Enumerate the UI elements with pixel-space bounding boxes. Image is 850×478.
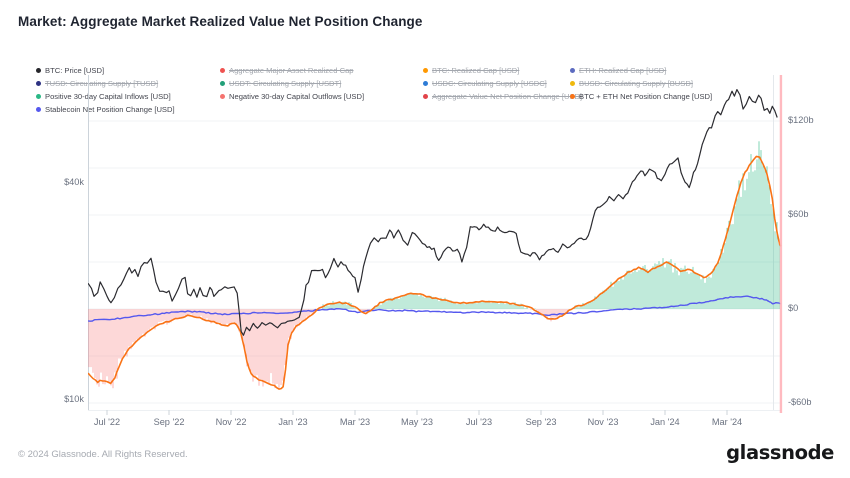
capital-flow-bars [88, 141, 780, 389]
x-tick-label: Jul '23 [465, 417, 493, 427]
copyright-text: © 2024 Glassnode. All Rights Reserved. [18, 449, 188, 460]
x-tick-label: Sep '23 [525, 417, 557, 427]
legend-item-label: Negative 30-day Capital Outflows [USD] [229, 92, 364, 101]
glassnode-logo: glassnode [726, 441, 834, 464]
legend-item-btc-price[interactable]: BTC: Price [USD] [36, 64, 175, 77]
legend-item-label: Aggregate Value Net Position Change [USD… [432, 92, 582, 101]
y-right-tick-label: $120b [788, 115, 814, 125]
x-tick-label: Jul '22 [93, 417, 121, 427]
legend-dot-icon [220, 81, 225, 86]
stablecoin-net-position-line [88, 295, 782, 322]
legend-dot-icon [570, 68, 575, 73]
legend-item-label: ETH: Realized Cap [USD] [579, 66, 667, 75]
y-right-tick-label: $60b [788, 209, 809, 219]
legend-item-label: BTC: Price [USD] [45, 66, 105, 75]
page-title: Market: Aggregate Market Realized Value … [18, 14, 423, 29]
legend-item-usdt-supply[interactable]: USDT: Circulating Supply [USDT] [220, 77, 364, 90]
legend-item-label: TUSD: Circulating Supply [TUSD] [45, 79, 158, 88]
legend-dot-icon [220, 68, 225, 73]
legend-item-aggregate-value-npc[interactable]: Aggregate Value Net Position Change [USD… [423, 90, 582, 103]
y-left-tick-label: $10k [64, 394, 84, 404]
x-tick-label: Nov '22 [215, 417, 247, 427]
y-left-tick-label: $40k [64, 177, 84, 188]
x-tick-label: Mar '23 [339, 417, 371, 427]
legend-item-busd-supply[interactable]: BUSD: Circulating Supply [BUSD] [570, 77, 712, 90]
legend-item-label: USDT: Circulating Supply [USDT] [229, 79, 341, 88]
legend-item-label: Positive 30-day Capital Inflows [USD] [45, 92, 171, 101]
legend-item-btc-eth-npc[interactable]: BTC + ETH Net Position Change [USD] [570, 90, 712, 103]
legend-dot-icon [423, 68, 428, 73]
legend-item-negative-outflows[interactable]: Negative 30-day Capital Outflows [USD] [220, 90, 364, 103]
legend-item-tusd-supply[interactable]: TUSD: Circulating Supply [TUSD] [36, 77, 175, 90]
btc-eth-net-position-line [88, 155, 782, 390]
legend-item-eth-realized-cap[interactable]: ETH: Realized Cap [USD] [570, 64, 712, 77]
chart-lines [88, 89, 782, 390]
legend-item-btc-realized-cap[interactable]: BTC: Realized Cap [USD] [423, 64, 582, 77]
legend-item-label: USDC: Circulating Supply [USDC] [432, 79, 547, 88]
y-right-tick-label: -$60b [788, 397, 812, 407]
x-tick-label: Mar '24 [711, 417, 743, 427]
legend-item-usdc-supply[interactable]: USDC: Circulating Supply [USDC] [423, 77, 582, 90]
btc-price-line [88, 89, 778, 336]
legend-column: BTC: Price [USD] TUSD: Circulating Supply… [36, 64, 175, 116]
legend-dot-icon [220, 94, 225, 99]
legend-dot-icon [423, 81, 428, 86]
legend-dot-icon [36, 81, 41, 86]
chart-legend: BTC: Price [USD] TUSD: Circulating Supply… [0, 64, 850, 118]
x-tick-label: Nov '23 [587, 417, 619, 427]
legend-column: Aggregate Major Asset Realized Cap USDT: … [220, 64, 364, 103]
x-tick-label: May '23 [401, 417, 433, 427]
legend-item-stablecoin-npc[interactable]: Stablecoin Net Position Change [USD] [36, 103, 175, 116]
legend-item-aggregate-major-realized-cap[interactable]: Aggregate Major Asset Realized Cap [220, 64, 364, 77]
legend-item-label: BTC: Realized Cap [USD] [432, 66, 520, 75]
legend-column: ETH: Realized Cap [USD] BUSD: Circulating… [570, 64, 712, 103]
chart-plot-area[interactable] [88, 75, 781, 410]
legend-item-label: Aggregate Major Asset Realized Cap [229, 66, 354, 75]
legend-dot-icon [36, 68, 41, 73]
legend-dot-icon [570, 81, 575, 86]
legend-dot-icon [570, 94, 575, 99]
x-tick-label: Jan '23 [278, 417, 308, 427]
y-right-tick-label: $0 [788, 303, 799, 313]
x-tick-label: Sep '22 [153, 417, 185, 427]
legend-column: BTC: Realized Cap [USD] USDC: Circulating… [423, 64, 582, 103]
legend-item-label: Stablecoin Net Position Change [USD] [45, 105, 175, 114]
x-tick-label: Jan '24 [650, 417, 680, 427]
legend-dot-icon [423, 94, 428, 99]
legend-dot-icon [36, 94, 41, 99]
legend-item-label: BUSD: Circulating Supply [BUSD] [579, 79, 693, 88]
legend-item-label: BTC + ETH Net Position Change [USD] [579, 92, 712, 101]
legend-dot-icon [36, 107, 41, 112]
legend-item-positive-inflows[interactable]: Positive 30-day Capital Inflows [USD] [36, 90, 175, 103]
